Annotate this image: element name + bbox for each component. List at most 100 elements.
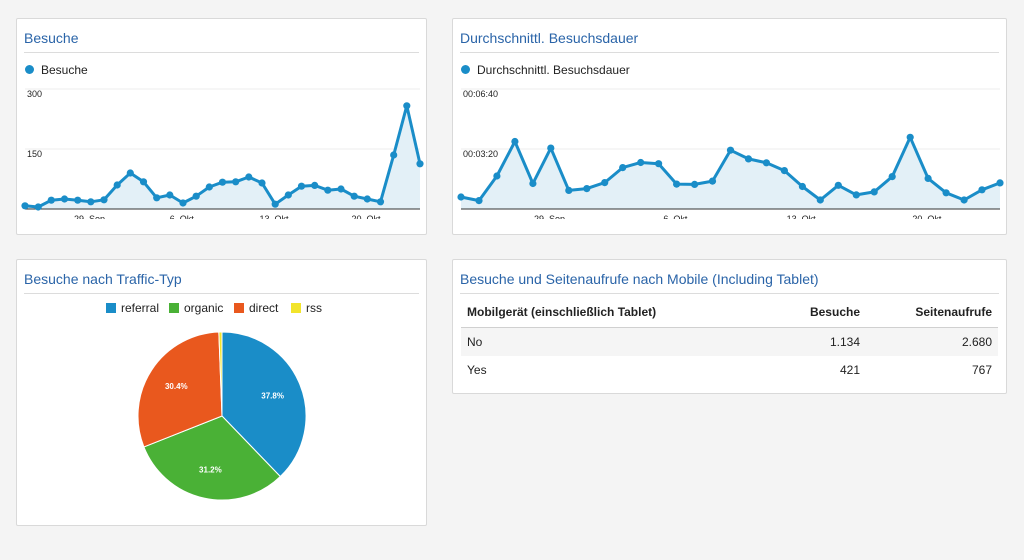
duration-data-point[interactable] <box>996 179 1004 187</box>
duration-data-point[interactable] <box>816 196 824 204</box>
duration-data-point[interactable] <box>457 193 465 201</box>
visits-data-point[interactable] <box>47 196 55 204</box>
duration-data-point[interactable] <box>637 158 645 167</box>
duration-x-tick-label: 29. Sep. <box>534 214 568 219</box>
duration-data-point[interactable] <box>924 174 932 182</box>
duration-data-point[interactable] <box>870 188 878 196</box>
duration-data-point[interactable] <box>960 196 968 204</box>
duration-data-point[interactable] <box>780 167 788 175</box>
visits-cell: 1.134 <box>734 327 866 356</box>
visits-data-point[interactable] <box>284 191 292 199</box>
visits-data-point[interactable] <box>74 196 82 204</box>
column-header-visits[interactable]: Besuche <box>734 297 866 328</box>
duration-x-tick-label: 13. Okt. <box>787 214 819 219</box>
visits-data-point[interactable] <box>297 182 306 190</box>
duration-data-point[interactable] <box>762 159 770 167</box>
pie-slice-direct[interactable] <box>137 331 223 448</box>
visits-data-point[interactable] <box>126 169 134 177</box>
legend-swatch-direct <box>234 303 244 313</box>
legend-swatch-referral <box>106 303 116 313</box>
duration-legend-label[interactable]: Durchschnittl. Besuchsdauer <box>477 63 630 77</box>
pageviews-cell: 767 <box>971 363 992 377</box>
duration-data-point[interactable] <box>655 160 663 168</box>
mobile-widget-title[interactable]: Besuche und Seitenaufrufe nach Mobile (I… <box>460 271 819 287</box>
visits-y-tick-300: 300 <box>27 89 42 99</box>
visits-cell: 421 <box>839 363 860 377</box>
duration-data-point[interactable] <box>475 197 483 205</box>
visits-data-point[interactable] <box>416 160 424 168</box>
duration-data-point[interactable] <box>493 172 501 180</box>
duration-data-point[interactable] <box>906 133 914 141</box>
visits-data-point[interactable] <box>390 151 398 159</box>
mobile-table: Mobilgerät (einschließlich Tablet) Besuc… <box>461 297 998 384</box>
duration-data-point[interactable] <box>547 144 555 152</box>
visits-data-point[interactable] <box>87 198 95 206</box>
device-cell[interactable]: No <box>461 327 734 356</box>
visits-data-point[interactable] <box>153 194 161 202</box>
visits-data-point[interactable] <box>21 202 29 210</box>
visits-data-point[interactable] <box>403 102 411 110</box>
visits-data-point[interactable] <box>337 185 345 193</box>
duration-data-point[interactable] <box>834 181 842 189</box>
visits-widget-title[interactable]: Besuche <box>24 30 79 46</box>
visits-data-point[interactable] <box>245 173 253 181</box>
duration-data-point[interactable] <box>708 177 717 185</box>
duration-data-point[interactable] <box>601 179 609 187</box>
visits-data-point[interactable] <box>376 198 385 206</box>
duration-data-point[interactable] <box>942 189 950 197</box>
device-cell[interactable]: Yes <box>467 363 487 377</box>
visits-data-point[interactable] <box>232 178 240 186</box>
visits-data-point[interactable] <box>271 200 279 208</box>
duration-data-point[interactable] <box>978 186 986 194</box>
visits-data-point[interactable] <box>205 183 213 191</box>
visits-data-point[interactable] <box>100 196 108 204</box>
duration-data-point[interactable] <box>529 179 537 188</box>
visits-data-point[interactable] <box>258 179 266 187</box>
visits-data-point[interactable] <box>34 203 42 211</box>
pie-slice-rss[interactable] <box>218 331 223 417</box>
visits-data-point[interactable] <box>179 199 187 207</box>
legend-label-rss[interactable]: rss <box>306 301 322 315</box>
visits-data-point[interactable] <box>363 195 371 203</box>
pie-slice-referral[interactable] <box>221 331 307 478</box>
duration-widget-title[interactable]: Durchschnittl. Besuchsdauer <box>460 30 639 46</box>
duration-data-point[interactable] <box>619 164 627 172</box>
visits-data-point[interactable] <box>139 178 148 186</box>
visits-data-point[interactable] <box>60 195 69 203</box>
legend-label-referral[interactable]: referral <box>121 301 160 315</box>
duration-data-point[interactable] <box>673 180 681 188</box>
mobile-widget: Besuche und Seitenaufrufe nach Mobile (I… <box>452 259 1007 394</box>
visits-legend-dot <box>25 65 34 74</box>
duration-data-point[interactable] <box>888 173 896 181</box>
duration-data-point[interactable] <box>852 191 860 199</box>
duration-data-point[interactable] <box>744 155 753 163</box>
duration-area <box>461 137 1000 209</box>
visits-data-point[interactable] <box>166 191 174 199</box>
table-row: No 1.134 2.680 <box>461 327 998 356</box>
duration-data-point[interactable] <box>798 182 806 191</box>
legend-label-direct[interactable]: direct <box>249 301 279 315</box>
duration-data-point[interactable] <box>691 180 699 188</box>
pie-slice-organic[interactable] <box>143 415 281 501</box>
legend-label-organic[interactable]: organic <box>184 301 224 315</box>
duration-data-point[interactable] <box>511 137 519 146</box>
visits-data-point[interactable] <box>113 181 121 189</box>
duration-data-point[interactable] <box>583 185 591 193</box>
duration-x-tick-label: 6. Okt. <box>663 214 690 219</box>
visits-legend-label[interactable]: Besuche <box>41 63 88 77</box>
table-header-row: Mobilgerät (einschließlich Tablet) Besuc… <box>461 297 998 328</box>
duration-data-point[interactable] <box>565 186 573 194</box>
pageviews-cell: 2.680 <box>866 327 998 356</box>
duration-chart: 00:06:40 00:03:20 29. Sep. 6. Okt. 13. Okt… <box>457 88 1004 219</box>
visits-data-point[interactable] <box>218 178 227 186</box>
visits-data-point[interactable] <box>311 181 319 189</box>
traffic-widget-title[interactable]: Besuche nach Traffic-Typ <box>24 271 182 287</box>
pie-label-direct: 30.4% <box>165 382 188 391</box>
duration-data-point[interactable] <box>726 146 735 154</box>
column-header-device[interactable]: Mobilgerät (einschließlich Tablet) <box>461 297 734 328</box>
visits-data-point[interactable] <box>324 186 332 194</box>
visits-data-point[interactable] <box>350 192 358 200</box>
duration-legend-dot <box>461 65 470 74</box>
visits-data-point[interactable] <box>192 192 200 200</box>
column-header-pageviews[interactable]: Seitenaufrufe <box>866 297 998 328</box>
